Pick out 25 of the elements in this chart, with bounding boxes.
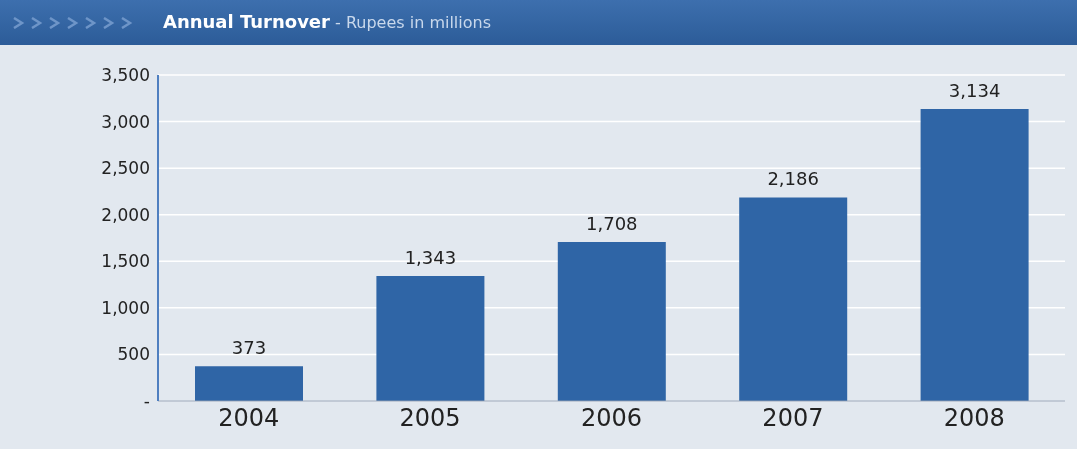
data-label: 1,708 [586, 212, 638, 234]
bar [920, 109, 1029, 401]
bar [376, 275, 485, 401]
data-label: 1,343 [404, 246, 457, 268]
x-tick-label: 2004 [218, 404, 280, 433]
y-tick-label: 2,000 [101, 204, 150, 225]
x-tick-label: 2007 [762, 404, 824, 433]
x-tick-label: 2008 [943, 404, 1005, 433]
y-tick-label: 3,500 [101, 65, 150, 86]
y-tick-label: 3,000 [101, 111, 150, 132]
y-tick-label: - [143, 391, 150, 412]
chart-subtitle: - Rupees in millions [334, 13, 492, 32]
data-label: 373 [231, 337, 267, 359]
y-tick-label: 500 [117, 344, 150, 365]
data-label: 3,134 [948, 80, 1001, 102]
bar [739, 197, 848, 401]
y-tick-label: 2,500 [101, 158, 150, 179]
bar [557, 241, 666, 401]
x-tick-label: 2006 [580, 404, 643, 433]
chart-title: Annual Turnover [163, 11, 330, 32]
bar [195, 366, 303, 401]
x-tick-label: 2005 [399, 404, 461, 433]
y-tick-label: 1,000 [101, 297, 150, 318]
y-tick-label: 1,500 [101, 251, 150, 272]
data-label: 2,186 [767, 168, 819, 190]
